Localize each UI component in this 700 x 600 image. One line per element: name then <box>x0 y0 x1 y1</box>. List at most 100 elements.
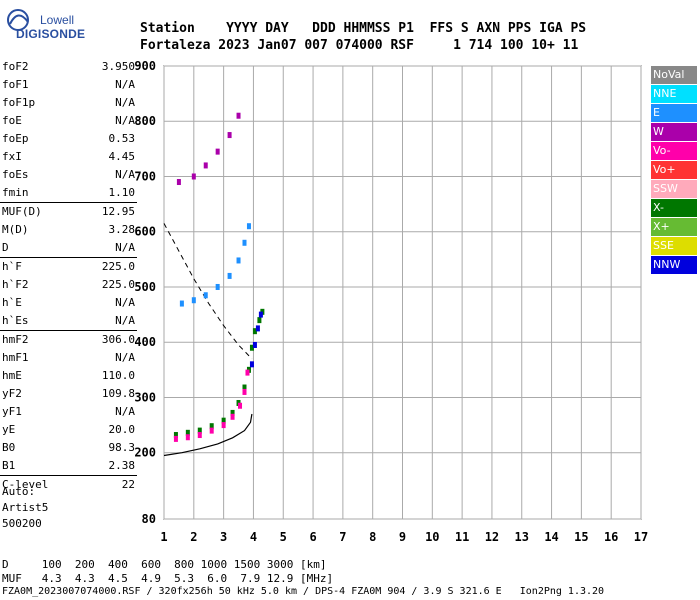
echo-point <box>245 369 250 376</box>
param-value: 1.10 <box>108 186 136 199</box>
param-row: yE 20.0 <box>0 421 137 439</box>
y-tick-label: 700 <box>134 169 156 183</box>
param-row: M(D) 3.28 <box>0 221 137 239</box>
param-value: 4.45 <box>108 150 136 163</box>
param-value: 225.0 <box>101 278 135 291</box>
param-row: foEs N/A <box>0 166 137 184</box>
param-divider <box>0 475 137 476</box>
param-label: foE <box>2 114 22 127</box>
legend-item: Vo- <box>651 142 697 160</box>
echo-point <box>227 272 232 279</box>
echo-point <box>173 432 178 439</box>
param-row: hmE 110.0 <box>0 367 137 385</box>
profile-fit-dashed <box>163 223 253 360</box>
param-value: N/A <box>115 405 135 418</box>
param-label: foF1p <box>2 96 36 109</box>
echo-point <box>238 402 243 409</box>
param-row: fxI 4.45 <box>0 148 137 166</box>
echo-point <box>197 432 202 439</box>
logo-mark-icon <box>7 9 29 31</box>
y-tick-label: 400 <box>134 335 156 349</box>
param-label: C-level <box>2 478 49 491</box>
param-value: 2.38 <box>108 459 136 472</box>
param-value: 12.95 <box>101 205 135 218</box>
distance-row: D 100 200 400 600 800 1000 1500 3000 [km… <box>2 558 327 571</box>
muf-row: MUF 4.3 4.3 4.5 4.9 5.3 6.0 7.9 12.9 [MH… <box>2 572 334 585</box>
param-value: N/A <box>115 168 135 181</box>
logo-line1: Lowell <box>40 13 75 27</box>
param-value: 109.8 <box>101 387 135 400</box>
auto-line1: Auto: <box>2 485 36 498</box>
echo-point <box>236 257 241 264</box>
auto-line2: Artist5 <box>2 501 49 514</box>
ionogram-plot: 1 2 3 4 5 6 7 8 9 10 11 12 13 14 15 16 17802003004005006… <box>134 59 648 544</box>
x-tick-label: 5 <box>280 530 287 544</box>
param-row: B0 98.3 <box>0 439 137 457</box>
param-row: h`F2 225.0 <box>0 276 137 294</box>
echo-point <box>215 148 220 155</box>
x-tick-label: 17 <box>634 530 648 544</box>
echo-point <box>242 239 247 246</box>
param-label: yE <box>2 423 16 436</box>
param-label: foF1 <box>2 78 29 91</box>
x-tick-label: 3 <box>220 530 227 544</box>
echo-point <box>173 435 178 442</box>
y-tick-label: 80 <box>142 512 156 526</box>
param-divider <box>0 257 137 258</box>
echo-point <box>242 388 247 395</box>
legend-item: SSE <box>651 237 697 255</box>
echo-point <box>258 311 263 318</box>
echo-point <box>249 344 254 351</box>
y-tick-label: 200 <box>134 446 156 460</box>
muf-table: D 100 200 400 600 800 1000 1500 3000 [km… <box>2 558 333 586</box>
param-label: foF2 <box>2 60 29 73</box>
param-label: foEs <box>2 168 29 181</box>
param-label: hmF2 <box>2 333 29 346</box>
y-tick-label: 300 <box>134 390 156 404</box>
digisonde-logo: Lowell DIGISONDE <box>4 4 85 44</box>
echo-point <box>191 173 196 180</box>
x-tick-label: 11 <box>455 530 469 544</box>
legend-item: X- <box>651 199 697 217</box>
polarization-legend: NoVal NNE E W Vo- Vo+ SSW X- X+ SSE NNW <box>651 66 697 275</box>
param-label: h`E <box>2 296 22 309</box>
param-value: 22 <box>121 478 135 491</box>
param-row: hmF1 N/A <box>0 349 137 367</box>
param-label: fxI <box>2 150 22 163</box>
param-label: yF2 <box>2 387 22 400</box>
x-tick-label: 10 <box>425 530 439 544</box>
echo-point <box>215 283 220 290</box>
param-divider <box>0 202 137 203</box>
echo-point <box>176 179 181 186</box>
echo-point <box>185 434 190 441</box>
param-row: foF2 3.950 <box>0 58 137 76</box>
echo-point <box>221 422 226 429</box>
param-label: h`F2 <box>2 278 29 291</box>
echo-point <box>221 417 226 424</box>
x-tick-label: 2 <box>190 530 197 544</box>
param-row: foEp 0.53 <box>0 130 137 148</box>
echo-point <box>203 162 208 169</box>
echo-point <box>191 297 196 304</box>
param-label: yF1 <box>2 405 22 418</box>
param-row: B1 2.38 <box>0 457 137 475</box>
x-tick-label: 6 <box>309 530 316 544</box>
x-tick-label: 12 <box>485 530 499 544</box>
param-value: 98.3 <box>108 441 136 454</box>
echo-point <box>179 300 184 307</box>
profile-fit-line <box>163 413 253 457</box>
x-tick-label: 8 <box>369 530 376 544</box>
x-tick-label: 13 <box>515 530 529 544</box>
file-info-line: FZA0M_2023007074000.RSF / 320fx256h 50 k… <box>2 586 605 597</box>
param-value: 3.950 <box>101 60 135 73</box>
param-value: N/A <box>115 351 135 364</box>
param-value: 306.0 <box>101 333 135 346</box>
param-value: N/A <box>115 114 135 127</box>
y-tick-label: 600 <box>134 225 156 239</box>
echo-point <box>197 427 202 434</box>
header-labels: Station YYYY DAY DDD HHMMSS P1 FFS S AXN… <box>140 21 587 36</box>
param-row: D N/A <box>0 239 137 257</box>
echo-point <box>203 292 208 299</box>
echo-point <box>236 112 241 119</box>
legend-item: NoVal <box>651 66 697 84</box>
